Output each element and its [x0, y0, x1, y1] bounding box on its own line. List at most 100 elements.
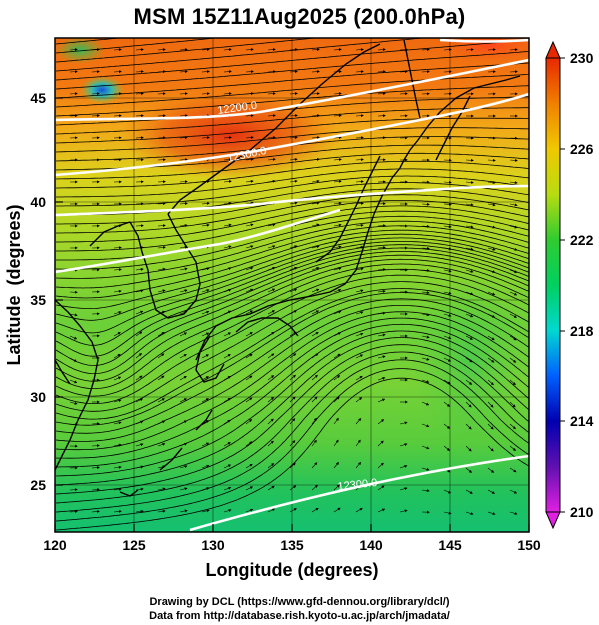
wind-arrow	[333, 288, 342, 293]
wind-arrow	[245, 48, 254, 52]
wind-arrow	[289, 114, 298, 118]
wind-arrow	[399, 70, 408, 74]
wind-arrow	[135, 375, 143, 381]
wind-arrow	[91, 70, 100, 74]
wind-arrow	[465, 291, 474, 296]
wind-arrow	[355, 48, 364, 52]
wind-arrow	[113, 509, 122, 513]
wind-arrow	[421, 246, 430, 250]
streamline	[56, 323, 529, 468]
wind-arrow	[355, 223, 364, 227]
wind-arrow	[157, 353, 165, 359]
wind-arrow	[509, 291, 518, 296]
colorbar-tick-label: 210	[570, 504, 594, 520]
wind-arrow	[487, 181, 496, 185]
x-axis-title: Longitude (degrees)	[205, 560, 378, 580]
streamline	[55, 73, 529, 108]
wind-arrow	[443, 379, 451, 385]
wind-arrow	[289, 310, 297, 315]
wind-arrow	[311, 331, 319, 337]
wind-arrow	[443, 445, 451, 451]
colorbar-tick-label: 214	[570, 413, 594, 429]
streamline	[55, 220, 529, 279]
wind-arrow	[135, 70, 144, 74]
wind-arrow	[377, 419, 385, 425]
wind-arrow	[113, 487, 122, 491]
streamline	[55, 127, 529, 153]
wind-arrow	[289, 92, 298, 96]
wind-arrow	[289, 508, 297, 513]
wind-arrow	[443, 180, 452, 184]
wind-arrow	[487, 291, 496, 296]
wind-arrow	[443, 202, 452, 206]
wind-arrow	[399, 421, 408, 425]
wind-arrow	[267, 92, 276, 96]
streamline	[55, 237, 529, 321]
wind-arrow	[333, 223, 342, 227]
wind-arrow	[509, 335, 517, 341]
wind-arrow	[113, 443, 122, 447]
wind-arrow	[509, 379, 516, 386]
wind-arrow	[267, 157, 276, 161]
wind-arrow	[245, 223, 254, 227]
map-title: MSM 15Z11Aug2025 (200.0hPa)	[133, 4, 466, 29]
wind-arrow	[443, 335, 452, 340]
wind-arrow	[245, 441, 253, 447]
wind-arrow	[311, 439, 317, 447]
wind-arrow	[443, 401, 451, 407]
wind-arrow	[69, 510, 78, 514]
wind-arrow	[311, 507, 319, 513]
wind-arrow	[69, 92, 78, 96]
wind-arrow	[487, 401, 494, 408]
wind-arrow	[509, 225, 518, 229]
wind-arrow	[355, 180, 364, 184]
wind-arrow	[157, 375, 165, 381]
wind-arrow	[311, 223, 320, 227]
wind-arrow	[289, 245, 298, 249]
wind-arrow	[245, 114, 254, 118]
wind-arrow	[113, 289, 122, 293]
wind-arrow	[311, 396, 318, 403]
wind-arrow	[223, 419, 231, 425]
wind-arrow	[355, 439, 361, 447]
wind-arrow	[333, 461, 339, 469]
wind-arrow	[245, 136, 254, 140]
wind-arrow	[113, 92, 122, 96]
streamline	[55, 38, 119, 45]
wind-arrow	[443, 357, 452, 362]
streamline	[55, 337, 529, 486]
wind-arrow	[69, 313, 78, 317]
wind-arrow	[201, 487, 210, 491]
wind-arrow	[443, 511, 452, 515]
wind-arrow	[355, 507, 363, 513]
wind-arrow	[267, 508, 276, 513]
wind-arrow	[421, 467, 430, 471]
wind-arrow	[223, 332, 232, 337]
streamline	[55, 117, 529, 144]
wind-arrow	[245, 419, 253, 425]
wind-arrow	[333, 201, 342, 205]
wind-arrow	[465, 445, 472, 452]
wind-arrow	[487, 467, 495, 473]
wind-arrow	[399, 443, 408, 447]
contour-12300-south	[189, 454, 529, 532]
wind-arrow	[201, 289, 210, 293]
wind-arrow	[355, 375, 363, 381]
contour-south-a	[55, 208, 341, 274]
wind-arrow	[179, 223, 188, 227]
wind-arrow	[179, 158, 188, 162]
wind-arrow	[443, 291, 452, 295]
footer-credit-data: Data from http://database.rish.kyoto-u.a…	[149, 610, 450, 622]
wind-arrow	[487, 247, 496, 251]
wind-arrow	[113, 332, 121, 337]
streamline	[55, 368, 529, 522]
streamline	[55, 229, 529, 299]
wind-arrow	[311, 484, 318, 491]
streamline	[55, 254, 529, 375]
wind-arrow	[289, 179, 298, 183]
streamline	[55, 330, 529, 477]
wind-arrow	[311, 462, 318, 469]
wind-arrow	[333, 375, 341, 381]
y-tick-label: 25	[30, 477, 46, 493]
streamline	[55, 96, 529, 126]
